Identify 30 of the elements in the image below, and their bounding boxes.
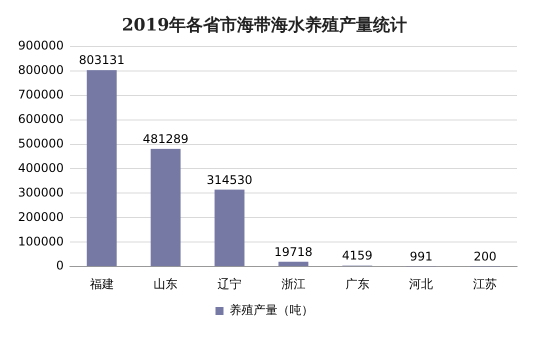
y-tick-label: 800000 bbox=[18, 62, 64, 77]
bar bbox=[150, 148, 181, 266]
y-tick-label: 0 bbox=[56, 258, 64, 273]
data-label: 481289 bbox=[142, 132, 189, 146]
bar bbox=[86, 70, 117, 266]
x-tick-label: 河北 bbox=[409, 276, 434, 291]
data-label: 991 bbox=[410, 249, 433, 264]
data-label: 314530 bbox=[206, 172, 252, 187]
x-tick-label: 广东 bbox=[345, 276, 370, 291]
bar bbox=[214, 190, 244, 266]
legend-label: 养殖产量（吨） bbox=[230, 303, 314, 318]
y-tick-label: 200000 bbox=[18, 210, 64, 224]
data-label: 19718 bbox=[274, 244, 312, 259]
y-tick-label: 400000 bbox=[18, 160, 64, 175]
x-tick-label: 辽宁 bbox=[218, 276, 242, 291]
y-tick-label: 600000 bbox=[18, 112, 64, 126]
y-tick-label: 700000 bbox=[18, 87, 64, 102]
bar bbox=[278, 262, 308, 266]
x-tick-label: 江苏 bbox=[473, 276, 498, 291]
y-tick-label: 500000 bbox=[18, 136, 64, 150]
x-tick-label: 福建 bbox=[90, 276, 114, 291]
y-tick-label: 900000 bbox=[18, 38, 64, 53]
y-tick-label: 300000 bbox=[18, 185, 64, 200]
x-tick-label: 浙江 bbox=[281, 276, 306, 291]
data-label: 803131 bbox=[78, 53, 125, 68]
data-label: 4159 bbox=[342, 248, 373, 263]
x-tick-label: 山东 bbox=[154, 276, 178, 291]
data-label: 200 bbox=[474, 250, 497, 264]
y-tick-label: 100000 bbox=[18, 234, 64, 248]
chart-title: 2019年各省市海带海水养殖产量统计 bbox=[122, 16, 408, 36]
